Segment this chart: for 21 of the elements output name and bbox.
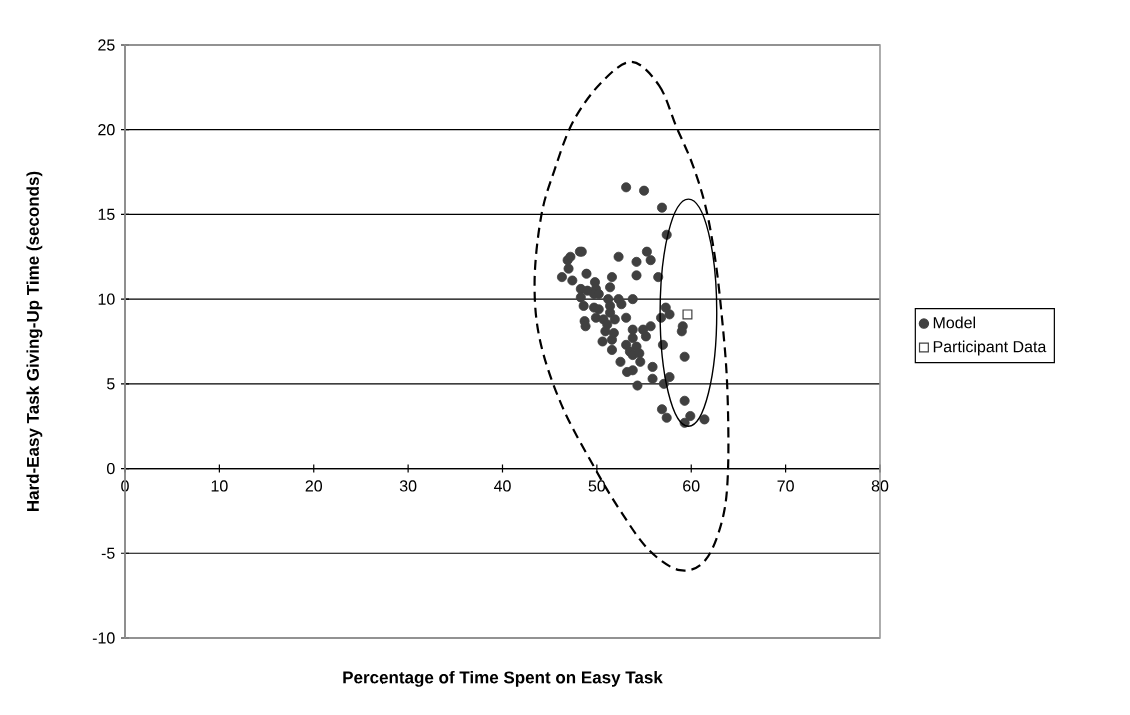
y-tick-label: 10 [98, 293, 115, 305]
x-tick-label: 80 [871, 480, 889, 492]
x-tick-label: 60 [683, 480, 700, 492]
legend-label: Participant Data [933, 340, 1047, 356]
y-tick-label: 15 [98, 208, 115, 220]
y-tick-label: -5 [101, 547, 115, 559]
x-tick-label: 50 [588, 480, 606, 492]
legend-label: Model [933, 316, 976, 329]
y-tick-label: 20 [98, 124, 115, 136]
x-tick-label: 20 [305, 480, 323, 492]
y-tick-label: 5 [107, 378, 115, 390]
x-tick-label: 30 [399, 480, 417, 492]
x-tick-label: 0 [121, 480, 129, 492]
y-tick-label: -10 [92, 632, 115, 644]
x-tick-label: 10 [211, 480, 228, 492]
y-axis-title: Hard-Easy Task Giving-Up Time (seconds) [26, 171, 43, 512]
y-tick-label: 25 [98, 39, 115, 51]
x-tick-label: 70 [777, 480, 794, 492]
y-tick-label: 0 [107, 462, 115, 475]
x-axis-title: Percentage of Time Spent on Easy Task [343, 670, 663, 687]
x-tick-label: 40 [493, 480, 511, 492]
